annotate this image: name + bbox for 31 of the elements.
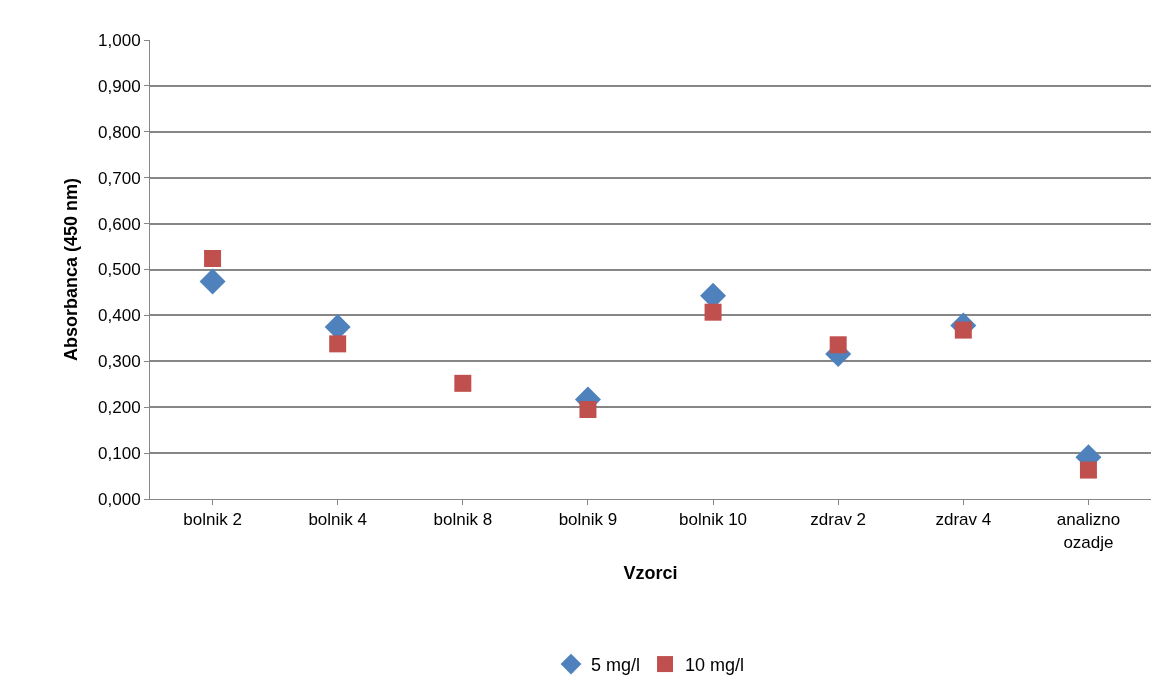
y-tick-label: 0,800 — [98, 122, 141, 142]
x-tick-label: analizno ozadje — [1056, 510, 1121, 552]
point — [1079, 461, 1097, 479]
point — [454, 374, 472, 392]
y-tick-label: 0,100 — [98, 444, 141, 464]
point — [704, 303, 722, 321]
y-tick-label: 0,400 — [98, 306, 141, 326]
y-tick-label: 0,700 — [98, 168, 141, 188]
x-tick-label: bolnik 8 — [433, 510, 493, 530]
y-tick-label: 0,300 — [98, 352, 141, 372]
legend-label: 10 mg/l — [685, 655, 745, 676]
y-tick-label: 0,000 — [98, 489, 141, 509]
x-tick-label: bolnik 10 — [679, 510, 748, 530]
x-axis-title: Vzorci — [623, 562, 678, 583]
y-tick-label: 1,000 — [98, 30, 141, 50]
y-tick-label: 0,500 — [98, 260, 141, 280]
x-tick-label: bolnik 4 — [308, 510, 367, 530]
point — [579, 401, 597, 418]
point — [204, 249, 222, 267]
y-axis-title: Absorbanca (450 nm) — [61, 177, 82, 362]
x-tick-label: zdrav 2 — [810, 510, 867, 530]
y-tick-label: 0,600 — [98, 214, 141, 234]
y-tick-label: 0,200 — [98, 398, 141, 418]
point — [199, 268, 226, 295]
point — [329, 335, 347, 353]
legend-label: 5 mg/l — [591, 655, 641, 676]
x-tick-label: bolnik 2 — [183, 510, 242, 530]
x-tick-label: bolnik 9 — [558, 510, 618, 530]
point — [829, 336, 847, 354]
y-tick-label: 0,900 — [98, 76, 141, 96]
x-tick-label: zdrav 4 — [935, 510, 992, 530]
